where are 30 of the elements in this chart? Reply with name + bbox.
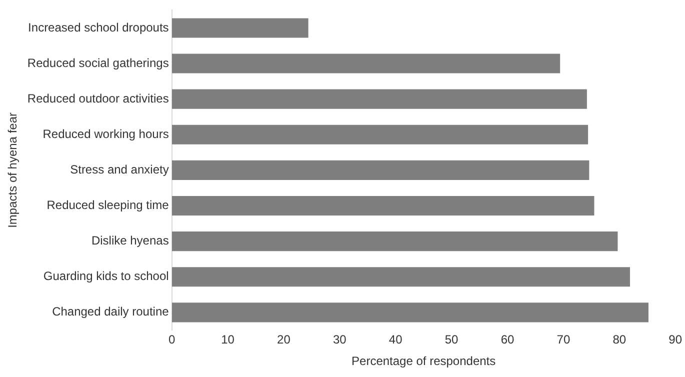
bar	[172, 124, 588, 144]
x-tick-label: 60	[500, 332, 514, 347]
x-axis-title: Percentage of respondents	[352, 354, 496, 368]
y-tick-label: Reduced working hours	[42, 126, 169, 141]
y-axis-title: Impacts of hyena fear	[6, 112, 20, 228]
y-tick-label: Changed daily routine	[52, 304, 170, 319]
x-tick-label: 0	[168, 332, 176, 347]
x-tick-label: 30	[332, 332, 347, 347]
x-tick-label: 10	[221, 332, 235, 347]
bar	[172, 302, 648, 322]
y-tick-label: Increased school dropouts	[28, 20, 169, 34]
x-tick-label: 20	[277, 332, 291, 347]
bar	[172, 232, 618, 252]
x-tick-label: 50	[444, 332, 459, 347]
y-tick-label: Guarding kids to school	[43, 269, 169, 284]
y-tick-label: Reduced outdoor activities	[27, 91, 169, 106]
x-tick-label: 40	[388, 332, 403, 347]
y-tick-label: Dislike hyenas	[91, 234, 169, 248]
y-tick-label: Reduced social gatherings	[27, 56, 169, 70]
bar	[172, 89, 587, 109]
x-tick-label: 80	[612, 332, 626, 347]
bar	[172, 54, 560, 74]
bar	[172, 267, 630, 287]
x-tick-label: 90	[668, 332, 682, 347]
y-tick-label: Reduced sleeping time	[46, 198, 170, 212]
y-tick-label: Stress and anxiety	[70, 162, 169, 177]
bar	[172, 160, 590, 180]
x-tick-label: 70	[556, 332, 570, 347]
bar	[172, 18, 308, 38]
bar	[172, 196, 594, 216]
